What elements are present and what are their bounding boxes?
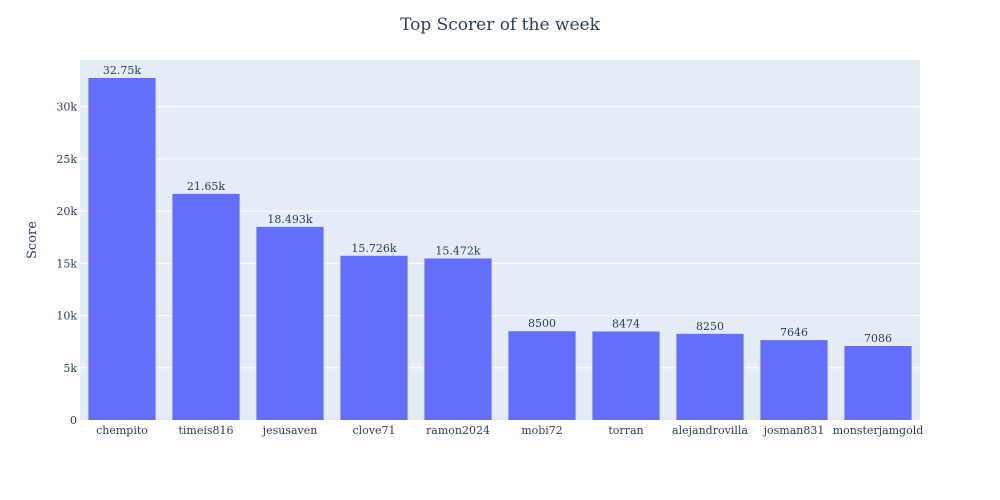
bar-value-label: 15.472k (435, 244, 480, 257)
bar (508, 331, 576, 420)
x-tick-label: chempito (96, 424, 148, 437)
y-tick-label: 5k (63, 362, 77, 375)
chart-title: Top Scorer of the week (400, 15, 601, 35)
data-labels: 32.75k 21.65k 18.493k 15.726k 15.472k 8500 847… (103, 64, 892, 345)
x-tick-label: timeis816 (178, 424, 233, 437)
y-tick-label: 30k (56, 101, 77, 114)
y-axis-title: Score (25, 221, 40, 259)
y-axis-ticks: 0 5k 10k 15k 20k 25k 30k (56, 101, 77, 427)
x-tick-label: monsterjamgold (833, 424, 924, 437)
bar (592, 331, 660, 420)
x-tick-label: ramon2024 (426, 424, 490, 437)
x-tick-label: clove71 (352, 424, 395, 437)
x-tick-label: jesusaven (261, 424, 318, 437)
bars (88, 78, 912, 420)
bar-value-label: 8250 (696, 320, 724, 333)
x-tick-label: torran (608, 424, 643, 437)
bar (88, 78, 156, 420)
bar-value-label: 21.65k (187, 180, 225, 193)
y-tick-label: 15k (56, 257, 77, 270)
bar (676, 333, 744, 420)
y-tick-label: 10k (56, 310, 77, 323)
bar (844, 346, 912, 420)
bar-value-label: 8474 (612, 318, 640, 331)
y-tick-label: 0 (70, 414, 77, 427)
bar (256, 226, 324, 420)
bar-value-label: 7086 (864, 332, 892, 345)
y-tick-label: 25k (56, 153, 77, 166)
bar (424, 258, 492, 420)
bar-value-label: 15.726k (351, 242, 396, 255)
x-tick-label: mobi72 (521, 424, 563, 437)
bar-value-label: 8500 (528, 317, 556, 330)
bar (760, 340, 828, 420)
x-axis-ticks: chempito timeis816 jesusaven clove71 ramon20… (96, 424, 923, 437)
x-tick-label: josman831 (762, 424, 825, 437)
bar-value-label: 18.493k (267, 213, 312, 226)
y-tick-label: 20k (56, 205, 77, 218)
bar-value-label: 32.75k (103, 64, 141, 77)
bar-value-label: 7646 (780, 326, 808, 339)
bar (340, 255, 408, 420)
bar (172, 193, 240, 420)
x-tick-label: alejandrovilla (672, 424, 748, 437)
